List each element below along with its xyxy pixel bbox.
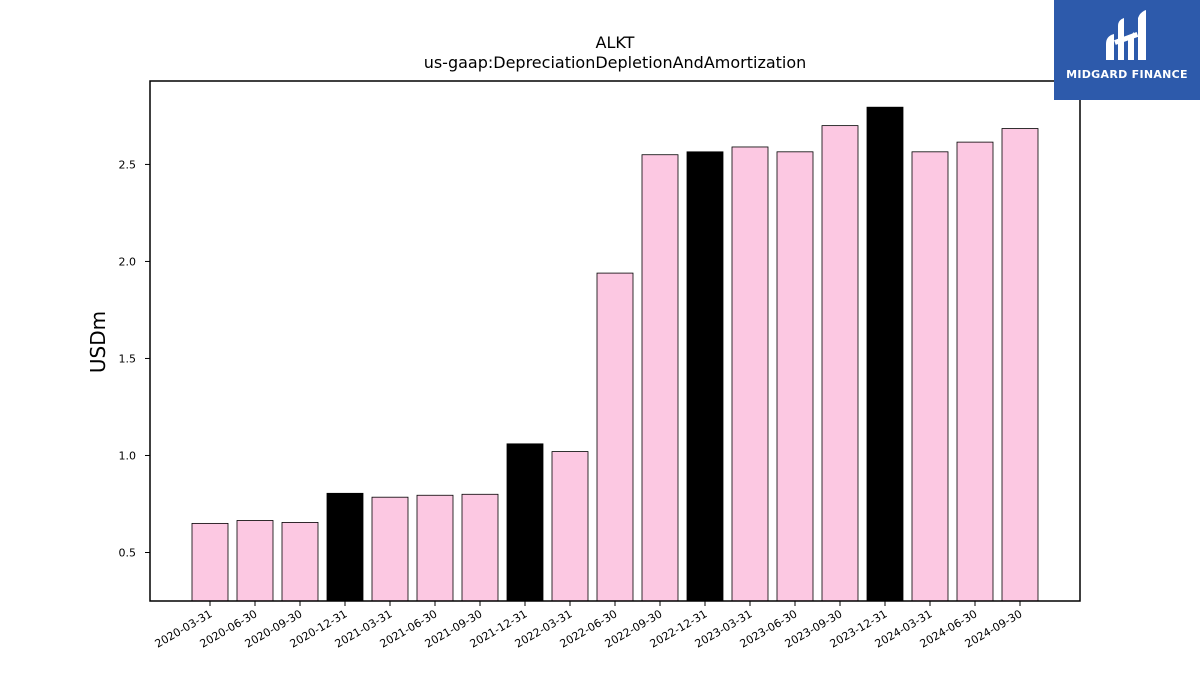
bar-2023-06-30 [776, 151, 814, 602]
y-tick-label: 1.0 [119, 449, 137, 462]
bar-2021-06-30 [416, 494, 454, 602]
bar-2021-03-31 [371, 496, 409, 602]
bar-2020-06-30 [236, 520, 274, 602]
y-tick-label: 2.5 [119, 158, 137, 171]
y-tick-label: 1.5 [119, 352, 137, 365]
bar-2020-03-31 [191, 522, 229, 602]
midgard-finance-logo: MIDGARD FINANCE [1054, 0, 1200, 100]
bar-2024-09-30 [1001, 128, 1039, 602]
brand-name: MIDGARD FINANCE [1066, 68, 1188, 81]
bar-2021-09-30 [461, 493, 499, 602]
x-axis-ticks: 2020-03-312020-06-302020-09-302020-12-31… [153, 601, 1025, 651]
bar-2022-12-31 [686, 151, 724, 602]
bar-2020-12-31 [326, 492, 364, 602]
plot-frame [149, 80, 1081, 602]
bar-2020-09-30 [281, 522, 319, 602]
bar-2022-03-31 [551, 451, 589, 602]
y-axis-label: USDm [86, 311, 110, 373]
bar-2022-06-30 [596, 272, 634, 602]
y-tick-label: 0.5 [119, 546, 137, 559]
chart-title: ALKT [596, 33, 635, 52]
bar-2023-03-31 [731, 146, 769, 602]
bar-2024-03-31 [911, 151, 949, 602]
midgard-logo-icon [1106, 10, 1146, 60]
bar-2024-06-30 [956, 141, 994, 602]
y-tick-label: 2.0 [119, 255, 137, 268]
bar-2022-09-30 [641, 154, 679, 602]
bars-group [191, 106, 1039, 602]
bar-2021-12-31 [506, 443, 544, 602]
y-axis-ticks: 0.5 1.0 1.5 2.0 2.5 [119, 158, 150, 559]
chart-subtitle: us-gaap:DepreciationDepletionAndAmortiza… [424, 53, 807, 72]
bar-2023-12-31 [866, 106, 904, 602]
bar-2023-09-30 [821, 125, 859, 602]
